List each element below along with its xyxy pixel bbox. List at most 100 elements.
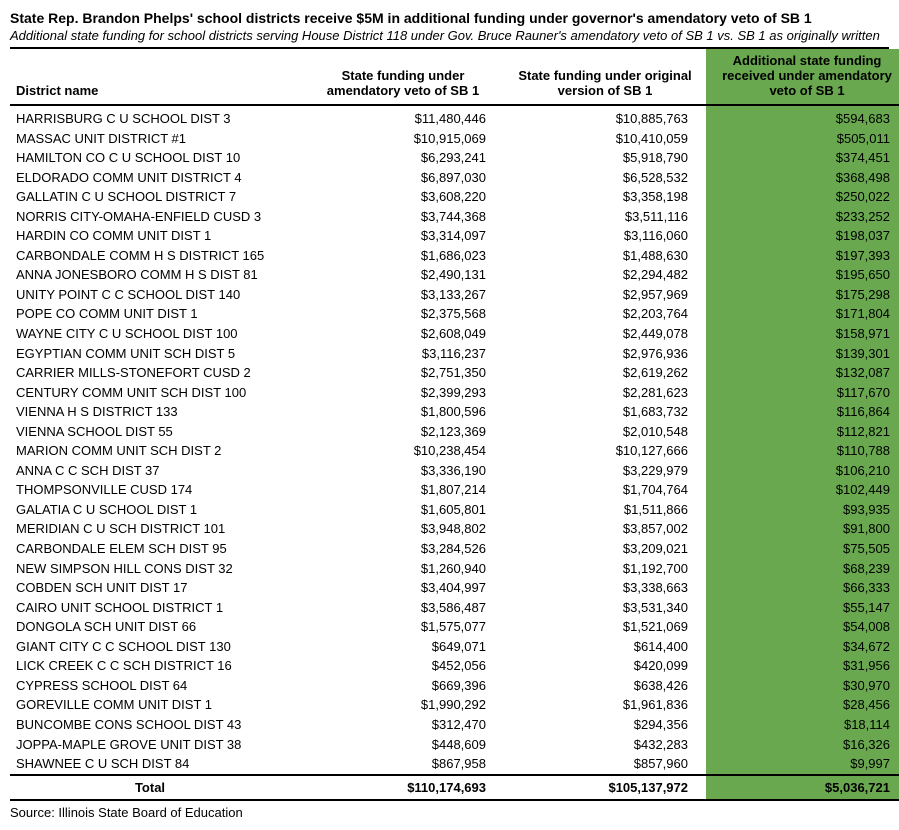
cell-amendatory: $6,897,030 xyxy=(302,168,504,188)
cell-district: WAYNE CITY C U SCHOOL DIST 100 xyxy=(10,324,302,344)
cell-original: $3,338,663 xyxy=(504,578,706,598)
table-row: CARRIER MILLS-STONEFORT CUSD 2$2,751,350… xyxy=(10,363,899,383)
cell-amendatory: $3,116,237 xyxy=(302,344,504,364)
cell-additional: $116,864 xyxy=(706,402,899,422)
cell-additional: $54,008 xyxy=(706,617,899,637)
col-header-amendatory: State funding under amendatory veto of S… xyxy=(302,49,504,105)
cell-original: $2,957,969 xyxy=(504,285,706,305)
cell-district: VIENNA SCHOOL DIST 55 xyxy=(10,422,302,442)
cell-additional: $91,800 xyxy=(706,519,899,539)
total-additional: $5,036,721 xyxy=(706,775,899,801)
cell-district: CYPRESS SCHOOL DIST 64 xyxy=(10,676,302,696)
cell-original: $3,229,979 xyxy=(504,461,706,481)
cell-additional: $368,498 xyxy=(706,168,899,188)
col-header-original: State funding under original version of … xyxy=(504,49,706,105)
cell-district: GALLATIN C U SCHOOL DISTRICT 7 xyxy=(10,187,302,207)
cell-amendatory: $2,751,350 xyxy=(302,363,504,383)
table-row: CAIRO UNIT SCHOOL DISTRICT 1$3,586,487$3… xyxy=(10,598,899,618)
cell-additional: $112,821 xyxy=(706,422,899,442)
cell-original: $3,116,060 xyxy=(504,226,706,246)
cell-amendatory: $312,470 xyxy=(302,715,504,735)
cell-original: $2,976,936 xyxy=(504,344,706,364)
cell-amendatory: $6,293,241 xyxy=(302,148,504,168)
cell-district: CARRIER MILLS-STONEFORT CUSD 2 xyxy=(10,363,302,383)
table-row: CARBONDALE COMM H S DISTRICT 165$1,686,0… xyxy=(10,246,899,266)
cell-district: BUNCOMBE CONS SCHOOL DIST 43 xyxy=(10,715,302,735)
cell-additional: $117,670 xyxy=(706,383,899,403)
table-row: MASSAC UNIT DISTRICT #1$10,915,069$10,41… xyxy=(10,129,899,149)
page-title: State Rep. Brandon Phelps' school distri… xyxy=(10,10,889,26)
cell-district: NEW SIMPSON HILL CONS DIST 32 xyxy=(10,559,302,579)
cell-original: $1,511,866 xyxy=(504,500,706,520)
cell-original: $2,010,548 xyxy=(504,422,706,442)
cell-additional: $31,956 xyxy=(706,656,899,676)
table-header-row: District name State funding under amenda… xyxy=(10,49,899,105)
cell-additional: $68,239 xyxy=(706,559,899,579)
table-row: GIANT CITY C C SCHOOL DIST 130$649,071$6… xyxy=(10,637,899,657)
total-amendatory: $110,174,693 xyxy=(302,775,504,801)
cell-original: $1,488,630 xyxy=(504,246,706,266)
cell-district: JOPPA-MAPLE GROVE UNIT DIST 38 xyxy=(10,735,302,755)
table-row: BUNCOMBE CONS SCHOOL DIST 43$312,470$294… xyxy=(10,715,899,735)
table-row: CENTURY COMM UNIT SCH DIST 100$2,399,293… xyxy=(10,383,899,403)
cell-original: $6,528,532 xyxy=(504,168,706,188)
table-row: GOREVILLE COMM UNIT DIST 1$1,990,292$1,9… xyxy=(10,695,899,715)
table-row: ELDORADO COMM UNIT DISTRICT 4$6,897,030$… xyxy=(10,168,899,188)
table-row: GALATIA C U SCHOOL DIST 1$1,605,801$1,51… xyxy=(10,500,899,520)
cell-amendatory: $10,238,454 xyxy=(302,441,504,461)
table-row: JOPPA-MAPLE GROVE UNIT DIST 38$448,609$4… xyxy=(10,735,899,755)
cell-amendatory: $3,284,526 xyxy=(302,539,504,559)
cell-original: $10,885,763 xyxy=(504,105,706,129)
cell-original: $3,358,198 xyxy=(504,187,706,207)
cell-amendatory: $2,490,131 xyxy=(302,265,504,285)
cell-amendatory: $3,314,097 xyxy=(302,226,504,246)
cell-amendatory: $2,375,568 xyxy=(302,304,504,324)
cell-amendatory: $2,123,369 xyxy=(302,422,504,442)
cell-original: $2,449,078 xyxy=(504,324,706,344)
table-body: HARRISBURG C U SCHOOL DIST 3$11,480,446$… xyxy=(10,105,899,775)
cell-district: NORRIS CITY-OMAHA-ENFIELD CUSD 3 xyxy=(10,207,302,227)
table-row: SHAWNEE C U SCH DIST 84$867,958$857,960$… xyxy=(10,754,899,775)
table-row: HARRISBURG C U SCHOOL DIST 3$11,480,446$… xyxy=(10,105,899,129)
cell-amendatory: $2,608,049 xyxy=(302,324,504,344)
cell-district: HARRISBURG C U SCHOOL DIST 3 xyxy=(10,105,302,129)
cell-original: $1,192,700 xyxy=(504,559,706,579)
cell-original: $1,961,836 xyxy=(504,695,706,715)
cell-amendatory: $669,396 xyxy=(302,676,504,696)
funding-table: District name State funding under amenda… xyxy=(10,49,899,801)
table-row: EGYPTIAN COMM UNIT SCH DIST 5$3,116,237$… xyxy=(10,344,899,364)
cell-amendatory: $3,608,220 xyxy=(302,187,504,207)
cell-amendatory: $1,990,292 xyxy=(302,695,504,715)
cell-additional: $66,333 xyxy=(706,578,899,598)
cell-district: MARION COMM UNIT SCH DIST 2 xyxy=(10,441,302,461)
total-original: $105,137,972 xyxy=(504,775,706,801)
cell-additional: $110,788 xyxy=(706,441,899,461)
total-label: Total xyxy=(10,775,302,801)
cell-amendatory: $11,480,446 xyxy=(302,105,504,129)
cell-original: $2,619,262 xyxy=(504,363,706,383)
cell-district: COBDEN SCH UNIT DIST 17 xyxy=(10,578,302,598)
table-row: POPE CO COMM UNIT DIST 1$2,375,568$2,203… xyxy=(10,304,899,324)
cell-original: $3,531,340 xyxy=(504,598,706,618)
cell-amendatory: $3,404,997 xyxy=(302,578,504,598)
table-row: HAMILTON CO C U SCHOOL DIST 10$6,293,241… xyxy=(10,148,899,168)
table-row: DONGOLA SCH UNIT DIST 66$1,575,077$1,521… xyxy=(10,617,899,637)
table-row: WAYNE CITY C U SCHOOL DIST 100$2,608,049… xyxy=(10,324,899,344)
cell-amendatory: $1,807,214 xyxy=(302,480,504,500)
table-row: MERIDIAN C U SCH DISTRICT 101$3,948,802$… xyxy=(10,519,899,539)
cell-original: $2,203,764 xyxy=(504,304,706,324)
cell-district: CAIRO UNIT SCHOOL DISTRICT 1 xyxy=(10,598,302,618)
cell-additional: $18,114 xyxy=(706,715,899,735)
cell-district: CARBONDALE ELEM SCH DIST 95 xyxy=(10,539,302,559)
table-wrapper: District name State funding under amenda… xyxy=(10,47,889,801)
table-total-row: Total $110,174,693 $105,137,972 $5,036,7… xyxy=(10,775,899,801)
cell-additional: $197,393 xyxy=(706,246,899,266)
table-row: GALLATIN C U SCHOOL DISTRICT 7$3,608,220… xyxy=(10,187,899,207)
cell-additional: $233,252 xyxy=(706,207,899,227)
cell-amendatory: $448,609 xyxy=(302,735,504,755)
cell-additional: $16,326 xyxy=(706,735,899,755)
cell-amendatory: $867,958 xyxy=(302,754,504,775)
cell-district: GIANT CITY C C SCHOOL DIST 130 xyxy=(10,637,302,657)
cell-amendatory: $10,915,069 xyxy=(302,129,504,149)
table-row: VIENNA SCHOOL DIST 55$2,123,369$2,010,54… xyxy=(10,422,899,442)
